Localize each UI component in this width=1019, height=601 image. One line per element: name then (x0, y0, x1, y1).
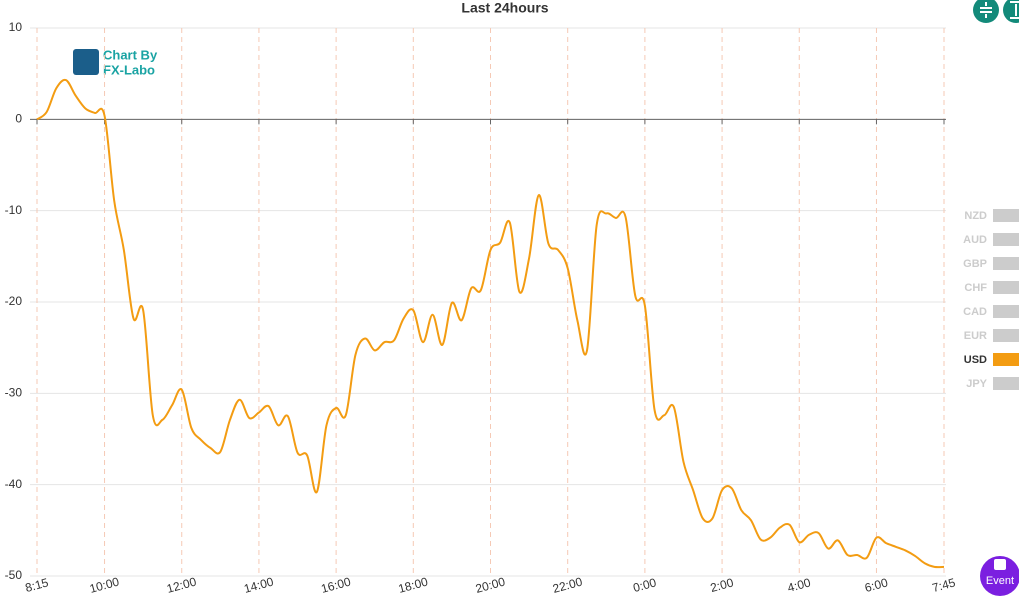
line-series (36, 78, 945, 569)
watermark: Chart By FX-Labo (73, 47, 158, 77)
legend-label: AUD (963, 234, 987, 246)
watermark-text: FX-Labo (103, 62, 155, 77)
chart-title: Last 24hours (461, 0, 548, 16)
y-tick-label: -40 (5, 477, 23, 491)
legend-swatch (993, 305, 1019, 318)
legend-label: CHF (964, 282, 987, 294)
toolbar: Event (973, 0, 1019, 596)
collapse-icon (980, 2, 992, 18)
legend-label: CAD (963, 306, 987, 318)
y-tick-label: 10 (9, 20, 23, 34)
event-label: Event (986, 575, 1014, 587)
x-tick-label: 7:45 (931, 575, 957, 595)
watermark-text: Chart By (103, 47, 158, 62)
event-button[interactable] (980, 556, 1019, 596)
x-tick-label: 18:00 (397, 574, 430, 595)
x-tick-label: 2:00 (709, 575, 735, 595)
x-tick-label: 6:00 (863, 575, 889, 595)
expand-icon (1010, 1, 1019, 19)
legend-label: NZD (964, 210, 987, 222)
legend-label: JPY (966, 378, 987, 390)
x-tick-label: 4:00 (786, 575, 812, 595)
y-tick-label: -20 (5, 294, 23, 308)
x-tick-label: 0:00 (632, 575, 658, 595)
legend-label: EUR (964, 330, 987, 342)
legend-swatch (993, 353, 1019, 366)
y-tick-label: -50 (5, 568, 23, 582)
x-tick-label: 8:15 (24, 575, 50, 595)
x-tick-label: 16:00 (320, 574, 353, 595)
legend-swatch (993, 233, 1019, 246)
legend-swatch (993, 209, 1019, 222)
y-tick-label: -30 (5, 386, 23, 400)
y-tick-label: 0 (15, 112, 22, 126)
legend-label: GBP (963, 258, 987, 270)
legend-swatch (993, 257, 1019, 270)
legend-swatch (993, 377, 1019, 390)
legend-swatch (993, 281, 1019, 294)
x-tick-label: 10:00 (88, 574, 121, 595)
x-tick-label: 14:00 (242, 574, 275, 595)
watermark-logo (73, 49, 99, 75)
x-tick-label: 20:00 (474, 574, 507, 595)
legend-swatch (993, 329, 1019, 342)
y-tick-label: -10 (5, 203, 23, 217)
event-icon (994, 559, 1006, 570)
legend-label: USD (964, 354, 987, 366)
x-tick-label: 12:00 (165, 574, 198, 595)
x-tick-label: 22:00 (551, 574, 584, 595)
